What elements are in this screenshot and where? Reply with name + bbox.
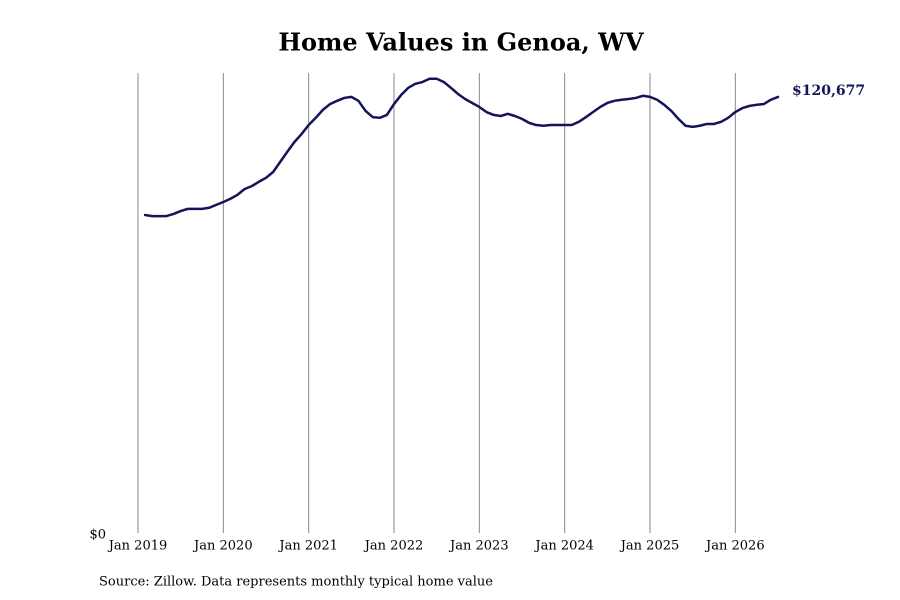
end-value-label: $120,677	[792, 83, 865, 99]
line-series	[143, 77, 780, 218]
x-tick-label: Jan 2021	[277, 539, 338, 554]
x-tick-label: Jan 2022	[363, 539, 424, 554]
x-tick-label: Jan 2020	[192, 539, 253, 554]
x-tick-label: Jan 2023	[448, 539, 509, 554]
x-tick-label: Jan 2025	[619, 539, 680, 554]
chart-title: Home Values in Genoa, WV	[278, 28, 644, 57]
x-tick-label: Jan 2026	[704, 539, 765, 554]
y-tick-label: $0	[89, 528, 106, 543]
x-tick-label: Jan 2024	[533, 539, 594, 554]
source-note: Source: Zillow. Data represents monthly …	[99, 575, 493, 590]
x-tick-label: Jan 2019	[107, 539, 168, 554]
